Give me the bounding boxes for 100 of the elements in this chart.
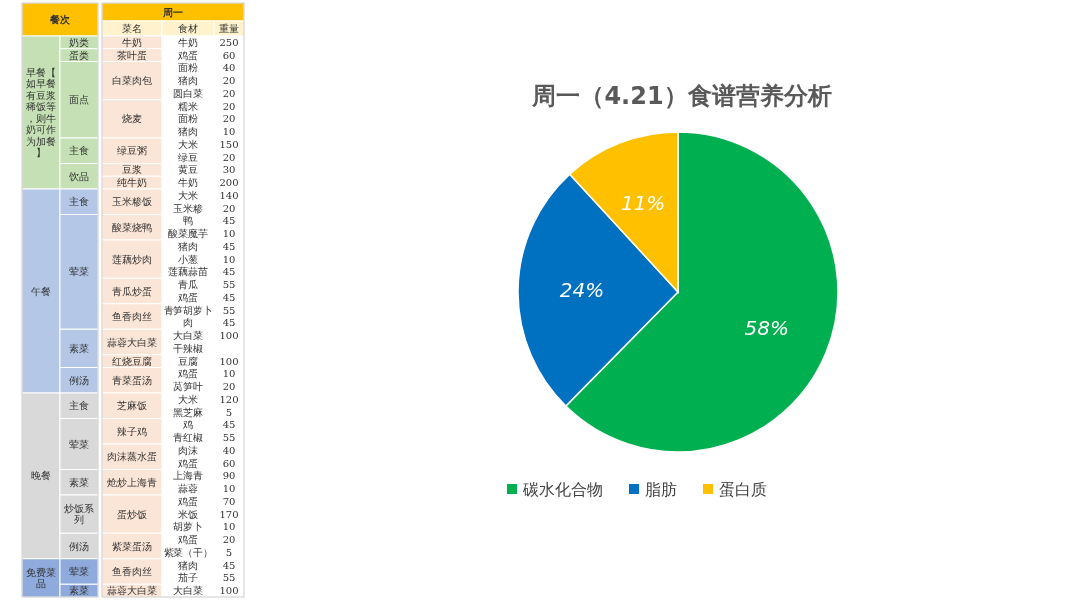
text: 55: [222, 279, 236, 291]
text: 60: [222, 49, 236, 61]
text: 上海青: [173, 470, 203, 482]
text: 150: [219, 138, 239, 150]
text: 20: [222, 100, 236, 112]
text: 青红椒: [173, 432, 203, 444]
text: 45: [222, 419, 236, 431]
category-label: 重量: [219, 23, 239, 35]
text: 45: [222, 215, 236, 227]
text: 素菜: [69, 342, 89, 354]
text: 莲藕炒肉: [112, 253, 152, 265]
text: 酸菜魔芋: [168, 228, 208, 240]
text: 鸡蛋: [178, 291, 198, 303]
text: 牛奶: [122, 36, 142, 48]
text: 茶叶蛋: [117, 49, 147, 61]
text: 纯牛奶: [117, 177, 147, 189]
text: 大米: [178, 189, 198, 201]
text: 5: [225, 546, 233, 558]
text: 猪肉: [178, 75, 198, 87]
text: 黄豆: [178, 164, 198, 176]
text: 周一: [162, 6, 183, 18]
text: 例汤: [69, 374, 89, 386]
data-label: 58%: [744, 316, 790, 341]
text: 茄子: [178, 572, 198, 584]
text: 蒜蓉: [178, 483, 198, 495]
text: 55: [222, 304, 236, 316]
text: 豆浆: [122, 164, 142, 176]
chart-title: 周一（4.21）食谱营养分析: [531, 82, 832, 110]
text: 绿豆: [178, 151, 198, 163]
text: 青瓜: [178, 279, 198, 291]
text: 小葱: [178, 253, 198, 265]
text: 米饭: [178, 508, 198, 520]
text: 40: [222, 62, 236, 74]
text: 60: [222, 457, 236, 469]
text: 酸菜烧鸭: [112, 221, 152, 233]
text: 青瓜炒蛋: [112, 285, 152, 297]
text: 170: [219, 508, 239, 520]
text: 荤菜: [69, 266, 89, 278]
text: 豆腐: [178, 355, 198, 367]
text: 20: [222, 202, 236, 214]
text: 10: [222, 253, 236, 265]
text: 黑芝麻: [173, 406, 203, 418]
text: 20: [222, 534, 236, 546]
text: 鱼香肉丝: [112, 311, 152, 323]
text: 肉沫: [178, 444, 198, 456]
text: 面粉: [178, 62, 198, 74]
text: 饮品: [69, 170, 89, 182]
text: 青菜蛋汤: [112, 374, 152, 386]
text: 鸭: [183, 215, 193, 227]
text: 玉米糁饭: [112, 196, 152, 208]
text: 5: [225, 406, 233, 418]
text: 奶类: [69, 36, 89, 48]
text: 胡萝卜: [173, 521, 203, 533]
legend-label: 蛋白质: [719, 480, 767, 499]
text: 猪肉: [178, 126, 198, 138]
text: 30: [222, 164, 236, 176]
text: 100: [219, 355, 239, 367]
category-label: 菜名: [122, 23, 142, 35]
text: 鸡蛋: [178, 457, 198, 469]
text: 素菜: [69, 585, 89, 597]
text: 素菜: [69, 476, 89, 488]
text: 烧麦: [122, 113, 142, 125]
text: 例汤: [69, 540, 89, 552]
text: 荤菜: [69, 438, 89, 450]
text: 蒜蓉大白菜: [107, 336, 157, 348]
text: 大白菜: [173, 585, 203, 597]
text: 晚餐: [31, 470, 51, 482]
text: 大白菜: [173, 330, 203, 342]
text: 莲藕蒜苗: [168, 266, 208, 278]
text: 140: [219, 189, 239, 201]
text: 10: [222, 483, 236, 495]
text: 90: [222, 470, 236, 482]
text: 辣子鸡: [117, 425, 147, 437]
text: 45: [222, 240, 236, 252]
text: 蛋类: [69, 49, 89, 61]
text: 20: [222, 113, 236, 125]
text: 糯米: [178, 100, 198, 112]
data-label: 11%: [620, 190, 666, 215]
legend-label: 碳水化合物: [522, 480, 603, 499]
category-label: 食材: [178, 23, 198, 35]
text: 40: [222, 444, 236, 456]
text: 面点: [69, 94, 89, 106]
text: 炒饭系列: [64, 502, 94, 526]
text: 蒜蓉大白菜: [107, 585, 157, 597]
text: 鸡蛋: [178, 368, 198, 380]
text: 肉: [183, 317, 193, 329]
text: 肉沫蒸水蛋: [107, 451, 157, 463]
text: 55: [222, 432, 236, 444]
data-label: 24%: [559, 278, 605, 303]
text: 鱼香肉丝: [112, 566, 152, 578]
text: 10: [222, 126, 236, 138]
text: 青笋胡萝卜: [163, 304, 214, 316]
text: 干辣椒: [173, 342, 203, 354]
text: 主食: [69, 145, 89, 157]
text: 250: [219, 36, 239, 48]
text: 芝麻饭: [117, 400, 147, 412]
text: 荤菜: [69, 566, 89, 578]
text: 10: [222, 521, 236, 533]
text: 45: [222, 559, 236, 571]
text: 面粉: [178, 113, 198, 125]
